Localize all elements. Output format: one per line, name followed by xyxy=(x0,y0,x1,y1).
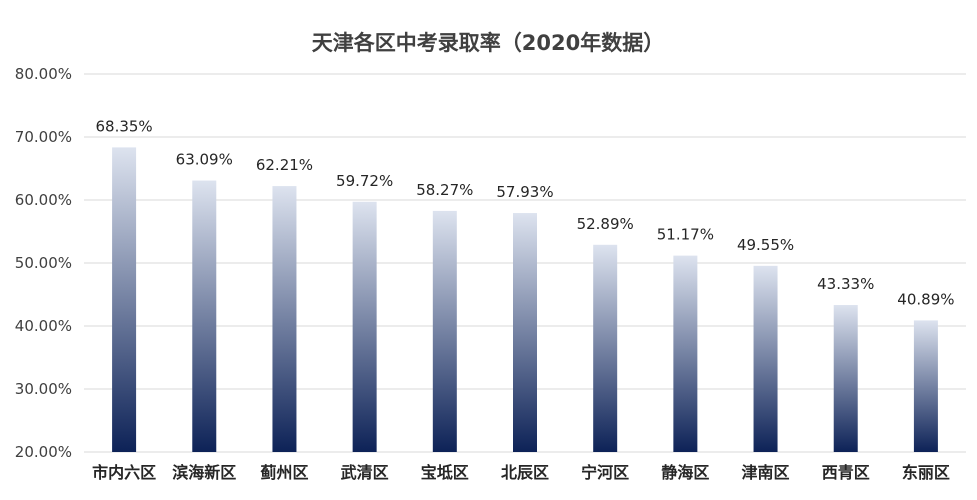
y-tick-label: 30.00% xyxy=(15,380,72,398)
data-labels: 68.35% 63.09% 62.21% 59.72% 58.27% 57.93% 52.8… xyxy=(95,117,954,308)
y-tick-label: 50.00% xyxy=(15,254,72,272)
bar xyxy=(112,147,137,452)
data-label: 58.27% xyxy=(416,181,473,199)
y-tick-label: 70.00% xyxy=(15,128,72,146)
y-axis-tick-labels: 20.00% 30.00% 40.00% 50.00% 60.00% 70.00% 80.0… xyxy=(15,65,72,461)
bar xyxy=(513,213,537,452)
category-label: 津南区 xyxy=(742,463,790,482)
data-label: 57.93% xyxy=(496,183,553,201)
bars xyxy=(112,147,938,452)
bar xyxy=(753,265,778,452)
y-tick-label: 60.00% xyxy=(15,191,72,209)
data-label: 59.72% xyxy=(336,172,393,190)
y-tick-label: 20.00% xyxy=(15,443,72,461)
bar xyxy=(192,180,217,452)
bar xyxy=(673,255,698,452)
bar xyxy=(352,201,377,452)
data-label: 52.89% xyxy=(577,215,634,233)
category-label: 北辰区 xyxy=(501,463,549,482)
chart-title: 天津各区中考录取率（2020年数据） xyxy=(312,31,664,55)
category-label: 蓟州区 xyxy=(259,463,308,482)
data-label: 40.89% xyxy=(897,290,954,308)
bar xyxy=(593,244,618,452)
category-labels: 市内六区 滨海新区 蓟州区 武清区 宝坻区 北辰区 宁河区 静海区 津南区 西青区 东丽区 xyxy=(92,463,950,482)
data-label: 43.33% xyxy=(817,275,874,293)
category-label: 市内六区 xyxy=(92,463,156,482)
y-tick-label: 40.00% xyxy=(15,317,72,335)
data-label: 51.17% xyxy=(657,226,714,244)
category-label: 滨海新区 xyxy=(172,463,236,482)
bar xyxy=(272,186,297,452)
bar xyxy=(432,210,457,452)
category-label: 宁河区 xyxy=(581,463,629,482)
category-label: 东丽区 xyxy=(902,463,950,482)
bar xyxy=(913,320,938,452)
data-label: 62.21% xyxy=(256,156,313,174)
category-label: 西青区 xyxy=(822,463,870,482)
data-label: 63.09% xyxy=(176,151,233,169)
data-label: 49.55% xyxy=(737,236,794,254)
data-label: 68.35% xyxy=(95,117,152,135)
y-tick-label: 80.00% xyxy=(15,65,72,83)
category-label: 宝坻区 xyxy=(421,463,469,482)
category-label: 武清区 xyxy=(341,463,389,482)
category-label: 静海区 xyxy=(661,463,709,482)
bar xyxy=(833,305,858,452)
